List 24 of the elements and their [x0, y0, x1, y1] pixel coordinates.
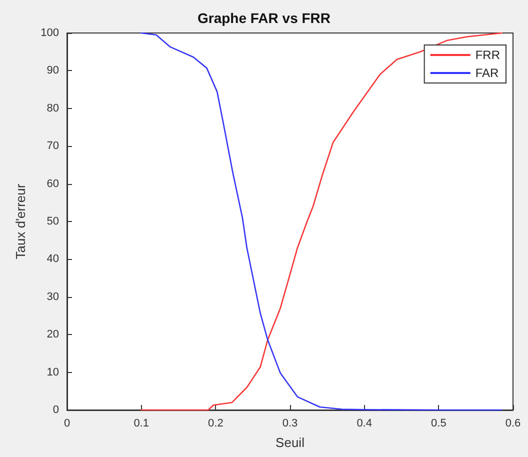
legend-label: FRR — [475, 48, 500, 62]
x-tick-label: 0 — [64, 418, 70, 430]
y-tick-label: 10 — [46, 366, 59, 378]
y-tick-label: 80 — [46, 102, 59, 114]
y-tick-label: 0 — [52, 404, 59, 416]
x-tick-label: 0.4 — [356, 418, 372, 430]
x-tick-label: 0.5 — [431, 418, 446, 430]
y-axis-title: Taux d'erreur — [13, 183, 28, 260]
y-tick-label: 40 — [46, 253, 59, 266]
legend-label: FAR — [475, 66, 500, 80]
y-tick-label: 70 — [46, 140, 59, 152]
x-tick-label: 0.6 — [505, 418, 521, 430]
chart-title: Graphe FAR vs FRR — [197, 10, 331, 26]
y-tick-label: 20 — [46, 328, 59, 341]
x-tick-label: 0.1 — [134, 418, 149, 430]
line-series — [140, 32, 502, 411]
y-tick-label: 50 — [46, 216, 59, 228]
x-tick-label: 0.3 — [282, 418, 298, 430]
x-axis-title: Seuil — [276, 435, 305, 450]
y-tick-label: 90 — [46, 64, 59, 77]
y-tick-label: 100 — [40, 27, 59, 39]
y-tick-label: 30 — [46, 290, 59, 303]
x-tick-label: 0.2 — [208, 418, 224, 430]
y-tick-label: 60 — [46, 178, 59, 190]
